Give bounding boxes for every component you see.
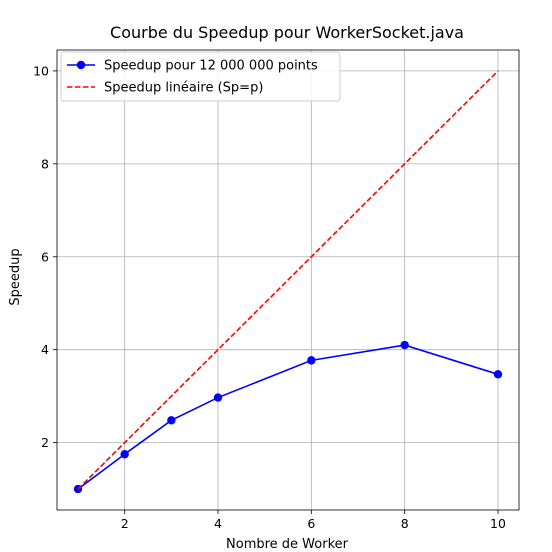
data-point [120, 450, 128, 458]
x-tick-label: 8 [401, 516, 409, 531]
x-tick-label: 10 [490, 516, 506, 531]
data-point [167, 416, 175, 424]
legend-marker-speedup [77, 61, 85, 69]
y-tick-label: 6 [41, 249, 49, 264]
y-tick-label: 4 [41, 342, 49, 357]
legend-label-linear: Speedup linéaire (Sp=p) [104, 81, 263, 96]
data-point [214, 393, 222, 401]
data-point [400, 341, 408, 349]
x-tick-label: 2 [121, 516, 129, 531]
chart-title: Courbe du Speedup pour WorkerSocket.java [110, 23, 464, 42]
data-point [307, 356, 315, 364]
legend: Speedup pour 12 000 000 points Speedup l… [61, 52, 340, 101]
y-tick-label: 10 [33, 63, 49, 78]
y-tick-label: 2 [41, 435, 49, 450]
x-tick-label: 6 [307, 516, 315, 531]
legend-label-speedup: Speedup pour 12 000 000 points [104, 59, 318, 74]
x-tick-label: 4 [214, 516, 222, 531]
data-point [494, 370, 502, 378]
y-tick-label: 8 [41, 156, 49, 171]
y-axis-label: Speedup [8, 248, 23, 305]
x-axis-label: Nombre de Worker [226, 537, 349, 552]
